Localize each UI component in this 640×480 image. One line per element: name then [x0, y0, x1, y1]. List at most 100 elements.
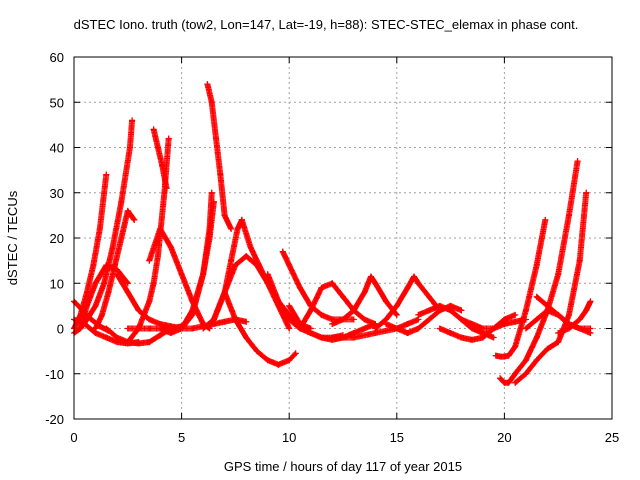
data-point	[92, 325, 99, 332]
data-point	[505, 352, 512, 359]
data-point	[350, 334, 357, 341]
data-point	[436, 302, 443, 309]
data-point	[576, 257, 583, 264]
data-point	[111, 262, 118, 269]
data-point	[221, 289, 228, 296]
data-point	[307, 330, 314, 337]
data-point	[458, 307, 465, 314]
data-point	[103, 325, 110, 332]
data-point	[393, 302, 400, 309]
data-point	[404, 320, 411, 327]
data-point	[522, 357, 529, 364]
data-point	[124, 325, 131, 332]
data-point	[329, 320, 336, 327]
data-point	[234, 225, 241, 232]
data-point	[469, 336, 476, 343]
data-point	[286, 262, 293, 269]
data-point	[533, 293, 540, 300]
data-point	[447, 307, 454, 314]
x-axis-label: GPS time / hours of day 117 of year 2015	[224, 459, 462, 474]
x-tick-label: 0	[70, 430, 77, 445]
data-point	[247, 244, 254, 251]
y-tick-label: 10	[50, 276, 64, 291]
data-point	[415, 325, 422, 332]
series-arc-28	[415, 302, 497, 341]
y-tick-label: 60	[50, 50, 64, 65]
y-tick-label: 30	[50, 186, 64, 201]
data-point	[103, 171, 110, 178]
data-point	[393, 325, 400, 332]
data-marks	[71, 81, 594, 386]
data-point	[279, 248, 286, 255]
data-point	[411, 273, 418, 280]
data-point	[501, 353, 508, 360]
data-point	[404, 284, 411, 291]
data-point	[178, 271, 185, 278]
data-point	[124, 289, 131, 296]
data-point	[555, 271, 562, 278]
x-tick-label: 5	[178, 430, 185, 445]
data-point	[415, 311, 422, 318]
data-point	[542, 216, 549, 223]
data-point	[146, 339, 153, 346]
data-point	[189, 325, 196, 332]
data-point	[565, 212, 572, 219]
data-point	[533, 262, 540, 269]
data-point	[372, 325, 379, 332]
y-tick-label: 50	[50, 95, 64, 110]
data-point	[157, 332, 164, 339]
data-point	[329, 280, 336, 287]
data-point	[92, 302, 99, 309]
series-arc-10	[150, 126, 170, 192]
series-arc-31	[492, 216, 549, 360]
data-point	[367, 273, 374, 280]
data-point	[200, 271, 207, 278]
data-point	[426, 307, 433, 314]
data-point	[533, 357, 540, 364]
data-point	[146, 298, 153, 305]
data-point	[583, 189, 590, 196]
data-point	[544, 307, 551, 314]
data-point	[232, 316, 239, 323]
data-point	[103, 334, 110, 341]
data-point	[447, 330, 454, 337]
data-point	[221, 318, 228, 325]
x-tick-label: 15	[390, 430, 404, 445]
data-point	[90, 262, 97, 269]
data-point	[426, 316, 433, 323]
data-point	[329, 334, 336, 341]
data-point	[200, 325, 207, 332]
data-point	[458, 334, 465, 341]
tick-labels: 0 5 10 15 20 25 -20 -10 0 10 20 30 40 50 60	[45, 50, 619, 445]
data-point	[393, 311, 400, 318]
data-point	[512, 370, 519, 377]
data-point	[512, 343, 519, 350]
data-point	[157, 225, 164, 232]
data-point	[150, 280, 157, 287]
data-point	[210, 198, 217, 205]
chart-title: dSTEC Iono. truth (tow2, Lon=147, Lat=-1…	[74, 17, 579, 32]
series-arc-25	[329, 316, 422, 341]
data-point	[318, 311, 325, 318]
data-point	[146, 316, 153, 323]
data-point	[512, 318, 519, 325]
data-point	[286, 316, 293, 323]
data-point	[318, 284, 325, 291]
data-point	[292, 350, 299, 357]
data-point	[163, 185, 170, 192]
data-point	[135, 340, 142, 347]
data-point	[533, 334, 540, 341]
data-point	[555, 339, 562, 346]
data-point	[178, 325, 185, 332]
data-point	[275, 361, 282, 368]
data-point	[492, 352, 499, 359]
data-point	[350, 316, 357, 323]
data-point	[350, 307, 357, 314]
data-point	[77, 325, 84, 332]
x-tick-label: 20	[497, 430, 511, 445]
data-point	[243, 318, 250, 325]
data-point	[490, 334, 497, 341]
data-point	[340, 293, 346, 300]
data-point	[479, 334, 486, 341]
data-point	[217, 171, 224, 178]
